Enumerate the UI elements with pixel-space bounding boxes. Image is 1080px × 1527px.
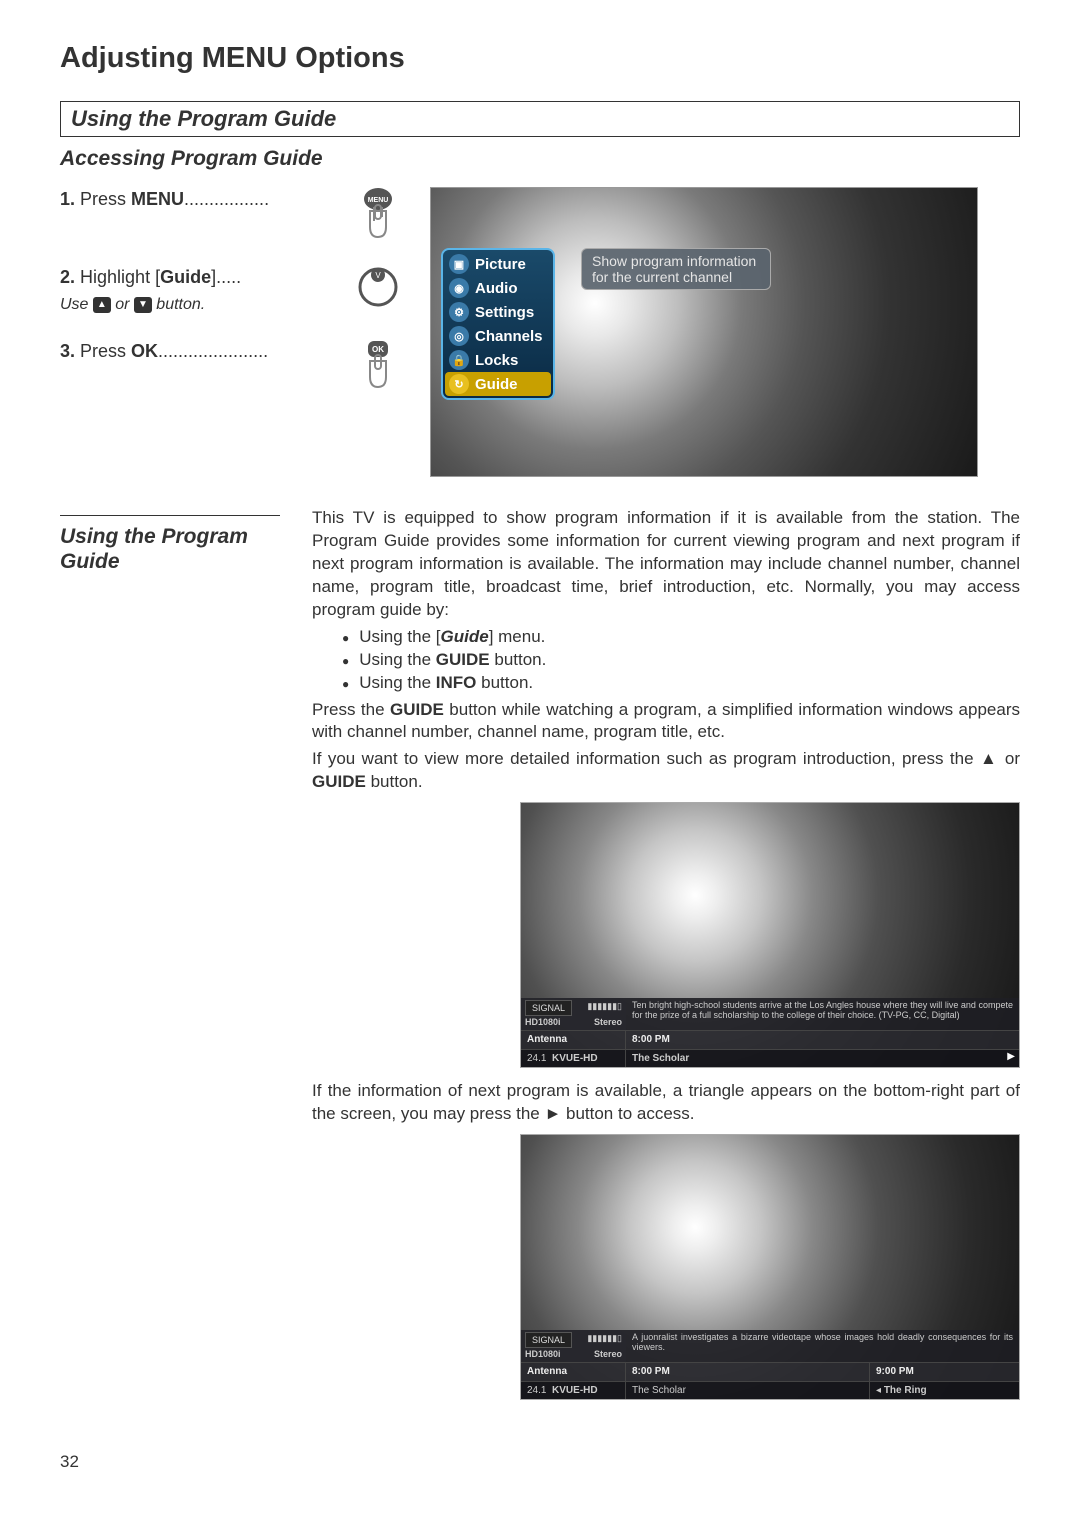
body-li2: Using the GUIDE button. xyxy=(342,649,1020,672)
step2-hint: Use ▲ or ▼ button. xyxy=(60,294,344,316)
step1-pre: Press xyxy=(80,189,131,209)
guide-screenshot-1: SIGNAL▮▮▮▮▮▮▯ HD1080iStereo Ten bright h… xyxy=(520,802,1020,1068)
up-arrow-icon: ▲ xyxy=(93,297,111,313)
tv-menu-screenshot: ▣Picture ◉Audio ⚙Settings ◎Channels 🔒Loc… xyxy=(430,187,978,477)
sidebar-heading: Using the ProgramGuide xyxy=(60,507,290,1412)
menu-item-settings: ⚙Settings xyxy=(445,300,551,324)
settings-icon: ⚙ xyxy=(449,302,469,322)
signal-block: SIGNAL▮▮▮▮▮▮▯ HD1080iStereo xyxy=(521,998,626,1030)
tv-tooltip: Show program information for the current… xyxy=(581,248,771,290)
body-text: This TV is equipped to show program info… xyxy=(312,507,1020,1412)
page-title: Adjusting MENU Options xyxy=(60,42,1020,75)
program2-cell: ◂ The Ring xyxy=(869,1382,1019,1400)
step-3: 3. Press OK...................... OK xyxy=(60,339,400,395)
source-label-2: Antenna xyxy=(521,1363,626,1381)
menu-button-icon: MENU xyxy=(356,187,400,243)
body-li1: Using the [Guide] menu. xyxy=(342,626,1020,649)
page-number: 32 xyxy=(60,1452,1020,1472)
nav-button-icon: V xyxy=(356,265,400,309)
section-header-box: Using the Program Guide xyxy=(60,101,1020,137)
program1-cell: The Scholar xyxy=(626,1382,869,1400)
audio-icon: ◉ xyxy=(449,278,469,298)
svg-text:MENU: MENU xyxy=(368,197,389,204)
menu-item-picture: ▣Picture xyxy=(445,252,551,276)
lock-icon: 🔒 xyxy=(449,350,469,370)
next-triangle-icon: ▶ xyxy=(1007,1050,1015,1064)
ok-button-icon: OK xyxy=(356,339,400,395)
body-p2: Press the GUIDE button while watching a … xyxy=(312,699,1020,745)
guide-screenshot-2: SIGNAL▮▮▮▮▮▮▯ HD1080iStereo A juonralist… xyxy=(520,1134,1020,1400)
menu-item-audio: ◉Audio xyxy=(445,276,551,300)
menu-item-channels: ◎Channels xyxy=(445,324,551,348)
time1-label: 8:00 PM xyxy=(626,1363,869,1381)
step-2: 2. Highlight [Guide]..... Use ▲ or ▼ but… xyxy=(60,265,400,317)
step2-num: 2. xyxy=(60,267,75,287)
subsection-title: Accessing Program Guide xyxy=(60,147,1020,171)
tv-osd-menu: ▣Picture ◉Audio ⚙Settings ◎Channels 🔒Loc… xyxy=(441,248,555,400)
section-title: Using the Program Guide xyxy=(71,106,1009,132)
step3-bold: OK xyxy=(131,341,158,361)
step3-pre: Press xyxy=(80,341,131,361)
channels-icon: ◎ xyxy=(449,326,469,346)
time-label: 8:00 PM xyxy=(626,1031,1019,1049)
step3-dots: ...................... xyxy=(158,341,268,361)
step-1: 1. Press MENU................. MENU xyxy=(60,187,400,243)
channel-cell: 24.1 KVUE-HD xyxy=(521,1050,626,1068)
menu-item-guide: ↻Guide xyxy=(445,372,551,396)
divider xyxy=(60,515,280,516)
step1-dots: ................. xyxy=(184,189,269,209)
time2-label: 9:00 PM xyxy=(869,1363,1019,1381)
step2-pre: Highlight [ xyxy=(80,267,160,287)
program-cell: The Scholar xyxy=(626,1050,1019,1068)
program-description-2: A juonralist investigates a bizarre vide… xyxy=(626,1330,1019,1362)
down-arrow-icon: ▼ xyxy=(134,297,152,313)
picture-icon: ▣ xyxy=(449,254,469,274)
step2-bold: Guide xyxy=(160,267,211,287)
body-p1: This TV is equipped to show program info… xyxy=(312,507,1020,622)
body-li3: Using the INFO button. xyxy=(342,672,1020,695)
source-label: Antenna xyxy=(521,1031,626,1049)
signal-block-2: SIGNAL▮▮▮▮▮▮▯ HD1080iStereo xyxy=(521,1330,626,1362)
step1-bold: MENU xyxy=(131,189,184,209)
steps-column: 1. Press MENU................. MENU 2. H… xyxy=(60,187,400,477)
body-p3: If you want to view more detailed inform… xyxy=(312,748,1020,794)
menu-item-locks: 🔒Locks xyxy=(445,348,551,372)
step3-num: 3. xyxy=(60,341,75,361)
body-p4: If the information of next program is av… xyxy=(312,1080,1020,1126)
step2-post: ]..... xyxy=(211,267,241,287)
svg-text:OK: OK xyxy=(372,345,384,354)
channel-cell-2: 24.1 KVUE-HD xyxy=(521,1382,626,1400)
svg-text:V: V xyxy=(375,271,381,280)
step1-num: 1. xyxy=(60,189,75,209)
guide-icon: ↻ xyxy=(449,374,469,394)
program-description: Ten bright high-school students arrive a… xyxy=(626,998,1019,1030)
